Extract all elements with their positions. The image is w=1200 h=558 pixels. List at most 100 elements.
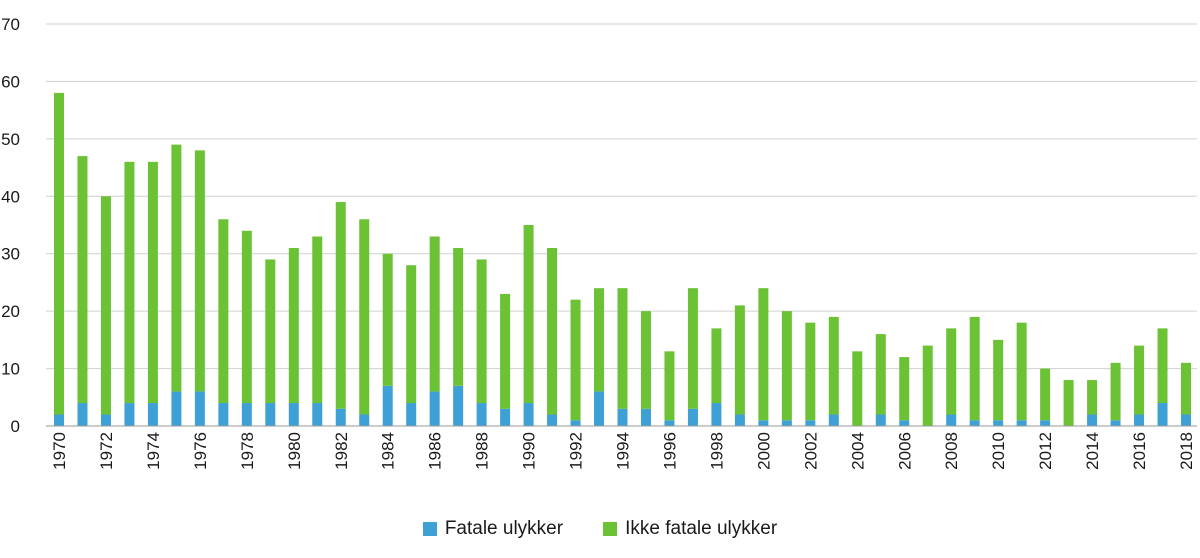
bar-fatal-2003: [828, 414, 839, 426]
x-tick-label: 1986: [426, 432, 445, 470]
bar-non-fatal-1992: [570, 299, 581, 421]
bar-non-fatal-1973: [124, 161, 135, 404]
x-tick-label: 1996: [660, 432, 679, 470]
bar-fatal-1991: [547, 414, 558, 426]
bar-fatal-1989: [500, 408, 511, 426]
bar-fatal-1996: [664, 420, 675, 426]
bar-fatal-1999: [734, 414, 745, 426]
bar-fatal-1993: [594, 391, 605, 426]
bar-fatal-2011: [1016, 420, 1027, 426]
bar-non-fatal-2005: [875, 334, 886, 415]
y-tick-label: 20: [1, 302, 20, 321]
bar-fatal-1971: [77, 403, 88, 426]
bar-non-fatal-1972: [100, 196, 111, 415]
x-tick-label: 2000: [754, 432, 773, 470]
bar-non-fatal-2011: [1016, 322, 1027, 421]
bar-fatal-1998: [711, 403, 722, 426]
y-tick-label: 50: [1, 130, 20, 149]
bar-fatal-1988: [476, 403, 487, 426]
x-tick-label: 1980: [285, 432, 304, 470]
bar-fatal-1973: [124, 403, 135, 426]
bar-non-fatal-2015: [1110, 362, 1121, 421]
bar-non-fatal-2001: [781, 311, 792, 421]
bar-non-fatal-2008: [946, 328, 957, 415]
bar-fatal-1995: [640, 408, 651, 426]
y-axis-ticks: 0 10 20 30 40 50 60 70: [1, 15, 20, 436]
bar-non-fatal-2007: [922, 345, 933, 426]
x-tick-label: 2006: [895, 432, 914, 470]
bar-non-fatal-1974: [147, 161, 158, 404]
bar-non-fatal-1979: [265, 259, 276, 404]
bar-non-fatal-2014: [1087, 380, 1098, 415]
legend-item-fatal: Fatale ulykker: [422, 518, 563, 540]
bar-non-fatal-1981: [312, 236, 323, 404]
x-tick-label: 2018: [1177, 432, 1196, 470]
bar-fatal-2016: [1134, 414, 1145, 426]
bar-non-fatal-2004: [852, 351, 863, 426]
x-axis-ticks: 1970 1972 1974 1976 1978 1980 1982 1984 1986 1988…: [50, 432, 1196, 470]
legend-label-non-fatal: Ikke fatale ulykker: [625, 518, 778, 539]
bar-non-fatal-1989: [500, 293, 511, 409]
bar-non-fatal-2000: [758, 288, 769, 421]
bar-fatal-1982: [335, 408, 346, 426]
bar-non-fatal-1978: [241, 230, 252, 404]
x-tick-label: 1990: [520, 432, 539, 470]
bar-fatal-2006: [899, 420, 910, 426]
bar-fatal-1978: [241, 403, 252, 426]
bar-non-fatal-1987: [453, 247, 464, 386]
bar-non-fatal-2009: [969, 316, 980, 421]
bar-fatal-2005: [875, 414, 886, 426]
bar-fatal-1977: [218, 403, 229, 426]
y-tick-label: 70: [1, 15, 20, 34]
bars: [54, 92, 1191, 426]
x-tick-label: 2014: [1083, 432, 1102, 470]
y-tick-label: 0: [11, 417, 20, 436]
bar-fatal-1972: [100, 414, 111, 426]
y-tick-label: 10: [1, 360, 20, 379]
bar-non-fatal-1985: [406, 265, 417, 404]
y-tick-label: 60: [1, 72, 20, 91]
bar-non-fatal-1982: [335, 202, 346, 409]
bar-non-fatal-2018: [1181, 362, 1191, 415]
bar-fatal-2018: [1181, 414, 1191, 426]
bar-non-fatal-2013: [1063, 380, 1074, 426]
bar-non-fatal-1994: [617, 288, 628, 409]
bar-non-fatal-1980: [288, 247, 299, 404]
bar-fatal-2008: [946, 414, 957, 426]
x-tick-label: 1992: [567, 432, 586, 470]
bar-fatal-1986: [429, 391, 440, 426]
bar-non-fatal-1991: [547, 247, 558, 415]
gridlines: [46, 23, 1197, 370]
bar-fatal-1980: [288, 403, 299, 426]
bar-non-fatal-1997: [687, 288, 698, 409]
bar-non-fatal-2010: [993, 339, 1004, 421]
bar-fatal-1976: [194, 391, 205, 426]
bar-non-fatal-1986: [429, 236, 440, 392]
bar-fatal-1985: [406, 403, 417, 426]
bar-fatal-1990: [523, 403, 534, 426]
bar-non-fatal-1971: [77, 156, 88, 404]
bar-non-fatal-1990: [523, 225, 534, 404]
x-tick-label: 1998: [707, 432, 726, 470]
x-tick-label: 2012: [1036, 432, 1055, 470]
x-tick-label: 1984: [379, 432, 398, 470]
x-tick-label: 1988: [473, 432, 492, 470]
y-tick-label: 40: [1, 187, 20, 206]
legend: Fatale ulykker Ikke fatale ulykker: [0, 518, 1200, 540]
x-tick-label: 1972: [97, 432, 116, 470]
bar-non-fatal-1988: [476, 259, 487, 404]
legend-swatch-non-fatal: [603, 522, 618, 536]
x-tick-label: 2010: [989, 432, 1008, 470]
bar-fatal-2017: [1157, 403, 1168, 426]
bar-non-fatal-2017: [1157, 328, 1168, 404]
bar-fatal-1975: [171, 391, 182, 426]
x-tick-label: 2002: [801, 432, 820, 470]
bar-fatal-1997: [687, 408, 698, 426]
bar-fatal-1987: [453, 385, 464, 426]
bar-non-fatal-2006: [899, 357, 910, 421]
x-tick-label: 1974: [144, 432, 163, 470]
bar-non-fatal-1983: [359, 219, 370, 415]
legend-swatch-fatal: [422, 522, 437, 536]
bar-fatal-2001: [781, 420, 792, 426]
